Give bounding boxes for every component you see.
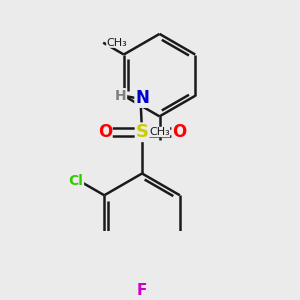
Text: CH₃: CH₃ — [106, 38, 127, 48]
Text: F: F — [137, 283, 147, 298]
Text: O: O — [98, 123, 112, 141]
Text: H: H — [115, 89, 127, 103]
Text: N: N — [135, 89, 149, 107]
Text: S: S — [136, 123, 148, 141]
Text: O: O — [172, 123, 187, 141]
Text: Cl: Cl — [68, 174, 83, 188]
Text: CH₃: CH₃ — [149, 127, 170, 137]
